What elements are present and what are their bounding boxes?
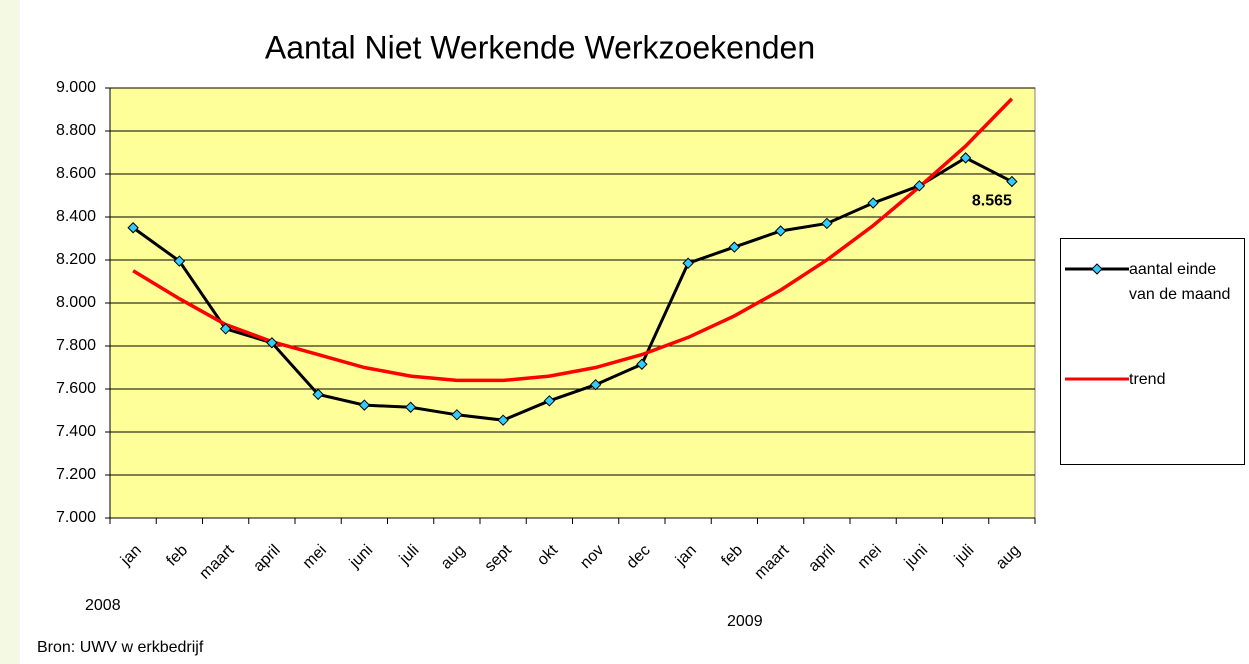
y-tick-label: 8.600 bbox=[56, 165, 96, 182]
annotation: 2008 bbox=[85, 597, 121, 614]
series-line bbox=[132, 156, 1013, 422]
annotation: Bron: UWV w erkbedrijf bbox=[37, 639, 204, 656]
marker bbox=[127, 222, 139, 234]
marker bbox=[867, 197, 879, 209]
y-tick-label: 7.000 bbox=[56, 509, 96, 526]
legend-label: trend bbox=[1129, 371, 1166, 388]
marker bbox=[728, 241, 741, 253]
marker bbox=[543, 395, 556, 407]
y-tick-label: 9.000 bbox=[56, 79, 96, 96]
y-tick-label: 7.600 bbox=[56, 380, 96, 397]
marker bbox=[589, 378, 602, 391]
marker bbox=[821, 217, 833, 230]
marker bbox=[497, 414, 509, 426]
marker bbox=[682, 257, 694, 269]
y-tick-label: 8.000 bbox=[56, 294, 96, 311]
marker bbox=[312, 388, 324, 401]
data-label: 8.565 bbox=[972, 193, 1012, 210]
legend-label: aantal einde van de maand bbox=[1129, 261, 1231, 303]
marker bbox=[358, 399, 371, 411]
legend-item: aantal einde van de maand bbox=[1065, 257, 1239, 307]
legend-swatch bbox=[1065, 263, 1129, 275]
chart-title: Aantal Niet Werkende Werkzoekenden bbox=[265, 29, 815, 65]
legend: aantal einde van de maand trend bbox=[1060, 238, 1245, 465]
legend-marker bbox=[1091, 263, 1103, 275]
legend-item: trend bbox=[1065, 367, 1239, 392]
y-tick-label: 7.800 bbox=[56, 337, 96, 354]
marker bbox=[266, 337, 278, 349]
marker bbox=[959, 152, 972, 164]
y-tick-label: 8.800 bbox=[56, 122, 96, 139]
y-tick-label: 7.400 bbox=[56, 423, 96, 440]
annotation: 2009 bbox=[727, 613, 763, 630]
y-tick-label: 8.200 bbox=[56, 251, 96, 268]
marker bbox=[404, 401, 417, 413]
series-line bbox=[132, 97, 1014, 383]
marker bbox=[451, 409, 463, 421]
marker bbox=[774, 225, 787, 237]
y-tick-label: 7.200 bbox=[56, 466, 96, 483]
marker bbox=[1006, 175, 1018, 188]
marker bbox=[636, 358, 648, 370]
legend-swatch bbox=[1065, 377, 1129, 381]
marker bbox=[913, 180, 926, 192]
marker bbox=[219, 323, 232, 335]
y-tick-label: 8.400 bbox=[56, 208, 96, 225]
marker bbox=[173, 255, 186, 267]
